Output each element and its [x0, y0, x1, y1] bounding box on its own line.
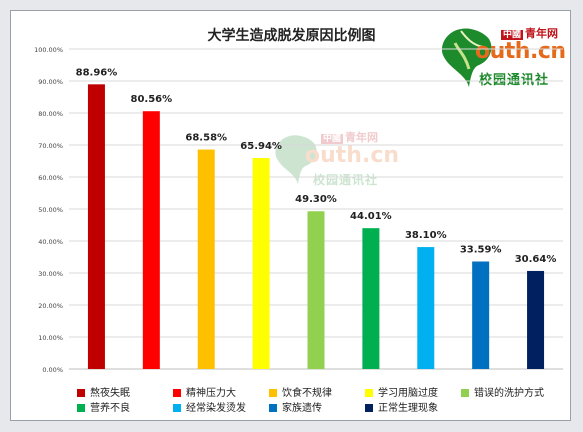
logo-watermark: 中國 青年网 outh.cn 校园通讯社	[273, 129, 403, 199]
legend-item: 饮食不规律	[269, 384, 332, 399]
bar	[307, 211, 325, 369]
y-tick-label: 0.00%	[42, 366, 63, 374]
y-tick-label: 100.00%	[34, 46, 63, 54]
ginkgo-watermark-icon	[275, 135, 317, 184]
y-tick-label: 40.00%	[38, 238, 63, 246]
chart-frame: 大学生造成脱发原因比例图 中國 青年网 outh.cn 校园通讯社 中國 青年网 o…	[10, 10, 571, 421]
legend-swatch	[173, 389, 181, 397]
bar	[362, 228, 380, 369]
watermark-main-text: outh.cn	[305, 143, 400, 168]
legend-label: 错误的洗护方式	[474, 388, 544, 399]
logo-main-text: outh.cn	[475, 39, 566, 64]
legend-swatch	[461, 389, 469, 397]
bar	[527, 270, 545, 369]
legend-item: 经常染发烫发	[173, 399, 246, 414]
y-tick-label: 50.00%	[38, 206, 63, 214]
bar	[472, 261, 490, 369]
legend-label: 经常染发烫发	[186, 403, 246, 414]
legend-item: 家族遗传	[269, 399, 322, 414]
legend-swatch	[173, 404, 181, 412]
legend-item: 熬夜失眠	[77, 384, 130, 399]
legend-swatch	[365, 404, 373, 412]
y-tick-label: 80.00%	[38, 110, 63, 118]
bar	[197, 149, 215, 369]
y-tick-label: 10.00%	[38, 334, 63, 342]
legend-label: 精神压力大	[186, 388, 236, 399]
y-tick-label: 60.00%	[38, 174, 63, 182]
y-tick-label: 20.00%	[38, 302, 63, 310]
data-label: 80.56%	[131, 94, 173, 105]
data-label: 44.01%	[350, 211, 392, 222]
legend-item: 正常生理现象	[365, 399, 438, 414]
legend-item: 营养不良	[77, 399, 130, 414]
y-tick-label: 70.00%	[38, 142, 63, 150]
legend-label: 家族遗传	[282, 403, 322, 414]
legend-label: 正常生理现象	[378, 403, 438, 414]
y-tick-label: 90.00%	[38, 78, 63, 86]
ginkgo-leaf-icon	[441, 28, 492, 87]
legend-label: 饮食不规律	[282, 388, 332, 399]
watermark-top-text: 中國 青年网	[321, 131, 379, 144]
bar	[252, 157, 270, 369]
bar	[87, 84, 105, 369]
legend-label: 营养不良	[90, 403, 130, 414]
legend-swatch	[77, 404, 85, 412]
bar	[417, 247, 435, 369]
data-label: 33.59%	[460, 245, 502, 256]
logo-top-text: 中國 青年网	[501, 27, 559, 40]
data-label: 30.64%	[515, 254, 557, 265]
legend-label: 熬夜失眠	[90, 388, 130, 399]
data-label: 65.94%	[240, 141, 282, 152]
legend-swatch	[365, 389, 373, 397]
bar	[142, 111, 160, 369]
legend-swatch	[269, 389, 277, 397]
legend-item: 学习用脑过度	[365, 384, 438, 399]
legend-item: 精神压力大	[173, 384, 236, 399]
legend-label: 学习用脑过度	[378, 388, 438, 399]
data-label: 88.96%	[76, 67, 118, 78]
legend-item: 错误的洗护方式	[461, 384, 544, 399]
legend-swatch	[77, 389, 85, 397]
chart-title: 大学生造成脱发原因比例图	[207, 28, 376, 44]
data-label: 38.10%	[405, 230, 447, 241]
y-tick-label: 30.00%	[38, 270, 63, 278]
bar-chart-plot: 0.00% 10.00% 20.00% 30.00% 40.00% 50.00% 60.00…	[34, 46, 563, 374]
data-label: 49.30%	[295, 194, 337, 205]
legend-swatch	[269, 404, 277, 412]
data-label: 68.58%	[185, 133, 227, 144]
